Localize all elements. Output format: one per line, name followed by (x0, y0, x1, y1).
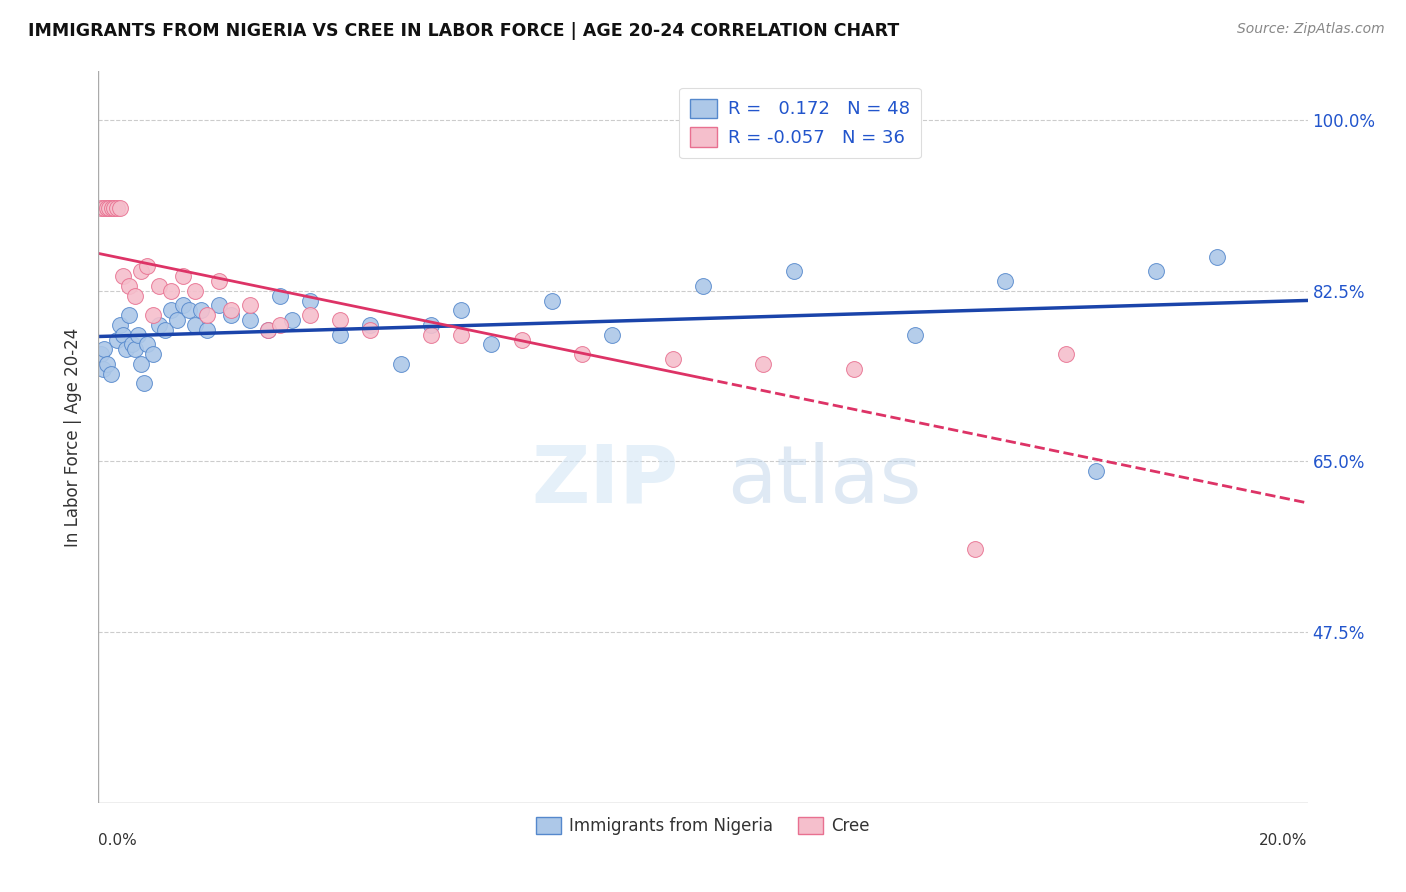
Point (103, 201, 125, 215)
Point (269, 318, 291, 332)
Point (127, 327, 149, 342)
Point (360, 318, 382, 332)
Point (148, 279, 170, 293)
Point (1085, 464, 1108, 478)
Point (299, 308, 322, 322)
Text: Source: ZipAtlas.com: Source: ZipAtlas.com (1237, 22, 1385, 37)
Point (329, 313, 352, 327)
Text: atlas: atlas (727, 442, 921, 520)
Point (256, 323, 278, 337)
Point (172, 269, 194, 284)
Point (93, 343, 115, 357)
Point (540, 293, 562, 308)
Point (111, 269, 134, 284)
Point (142, 347, 165, 361)
Text: IMMIGRANTS FROM NIGERIA VS CREE IN LABOR FORCE | AGE 20-24 CORRELATION CHART: IMMIGRANTS FROM NIGERIA VS CREE IN LABOR… (28, 22, 900, 40)
Point (239, 313, 262, 327)
Y-axis label: In Labor Force | Age 20-24: In Labor Force | Age 20-24 (65, 327, 83, 547)
Point (142, 308, 165, 322)
Point (602, 327, 624, 342)
Point (692, 279, 714, 293)
Point (965, 542, 987, 557)
Point (124, 343, 146, 357)
Point (190, 303, 212, 318)
Point (166, 313, 188, 327)
Point (571, 347, 593, 361)
Point (239, 298, 262, 312)
Point (844, 361, 866, 376)
Point (111, 327, 134, 342)
Point (661, 352, 683, 367)
Point (179, 303, 201, 318)
Point (108, 318, 131, 332)
Point (783, 264, 806, 278)
Point (108, 201, 131, 215)
Point (135, 260, 157, 274)
Point (160, 284, 183, 298)
Point (93, 201, 115, 215)
Point (160, 303, 183, 318)
Point (420, 318, 443, 332)
Point (1054, 347, 1077, 361)
Text: 0.0%: 0.0% (98, 833, 138, 848)
Point (91, 361, 114, 376)
Text: 20.0%: 20.0% (1260, 833, 1308, 848)
Point (208, 298, 231, 312)
Point (135, 337, 157, 351)
Point (256, 323, 278, 337)
Point (389, 357, 412, 371)
Point (96, 357, 118, 371)
Point (100, 367, 122, 381)
Point (129, 264, 152, 278)
Legend: Immigrants from Nigeria, Cree: Immigrants from Nigeria, Cree (529, 811, 877, 842)
Point (752, 357, 775, 371)
Point (1206, 250, 1229, 264)
Point (114, 343, 136, 357)
Point (100, 201, 122, 215)
Point (105, 201, 128, 215)
Point (98, 201, 121, 215)
Point (510, 333, 533, 347)
Point (124, 288, 146, 302)
Point (994, 274, 1017, 288)
Point (121, 337, 143, 351)
Text: ZIP: ZIP (531, 442, 679, 520)
Point (172, 298, 194, 312)
Point (105, 333, 128, 347)
Point (420, 327, 443, 342)
Point (195, 308, 218, 322)
Point (195, 323, 218, 337)
Point (481, 337, 503, 351)
Point (90, 347, 112, 361)
Point (208, 274, 231, 288)
Point (118, 279, 141, 293)
Point (450, 327, 472, 342)
Point (221, 303, 243, 318)
Point (221, 308, 243, 322)
Point (360, 323, 382, 337)
Point (269, 288, 291, 302)
Point (148, 318, 170, 332)
Point (184, 318, 207, 332)
Point (299, 293, 322, 308)
Point (184, 284, 207, 298)
Point (1146, 264, 1168, 278)
Point (153, 323, 176, 337)
Point (90, 201, 112, 215)
Point (329, 327, 352, 342)
Point (450, 303, 472, 318)
Point (96, 201, 118, 215)
Point (904, 327, 927, 342)
Point (118, 308, 141, 322)
Point (281, 313, 304, 327)
Point (129, 357, 152, 371)
Point (132, 376, 155, 391)
